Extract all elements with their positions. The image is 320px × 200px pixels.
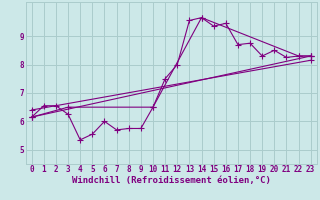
X-axis label: Windchill (Refroidissement éolien,°C): Windchill (Refroidissement éolien,°C) <box>72 176 271 185</box>
